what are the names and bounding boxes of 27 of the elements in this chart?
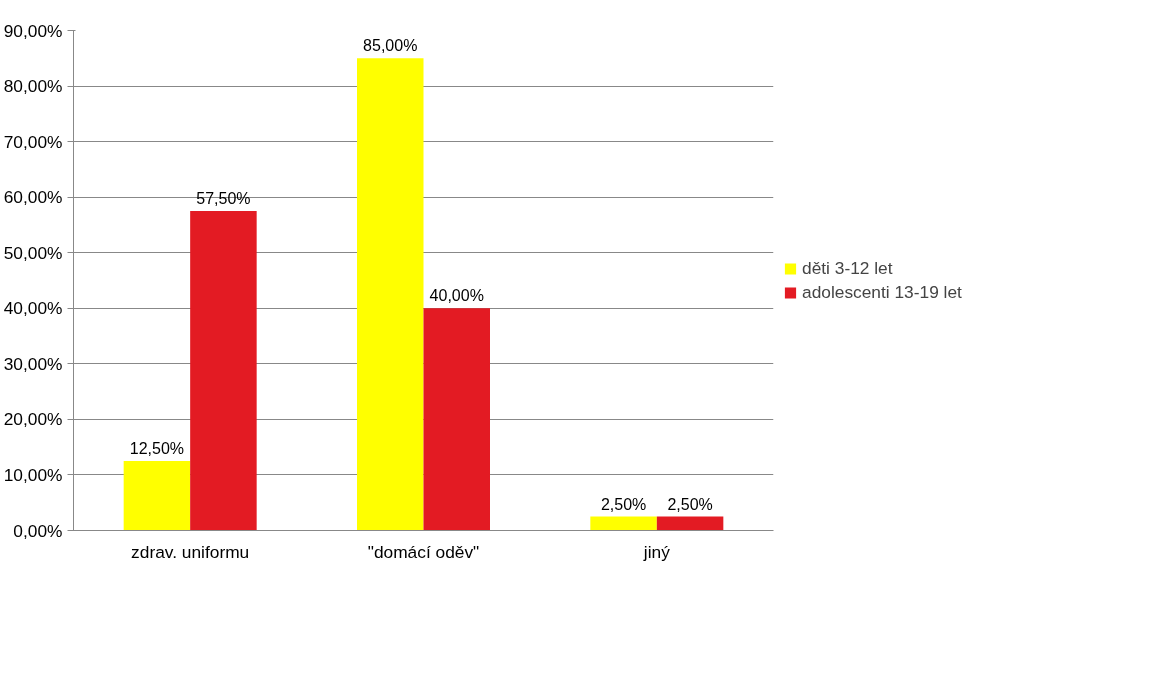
y-tick-label: 50,00% [3,242,63,263]
y-tick-label: 30,00% [3,353,63,374]
data-label: 40,00% [429,287,484,305]
y-tick-label: 60,00% [3,187,63,208]
y-tick-label: 80,00% [3,76,63,97]
y-tick-label: 90,00% [3,20,63,41]
data-label: 12,50% [129,440,185,458]
y-tick-label: 0,00% [13,520,63,541]
x-tick-label: zdrav. uniformu [131,541,250,562]
x-tick-label: "domácí oděv" [367,541,480,562]
data-label: 2,50% [667,495,713,513]
bar [590,516,657,531]
data-label: 85,00% [363,37,418,55]
bar [656,516,724,531]
bar [423,308,490,531]
bar [357,58,424,531]
y-tick-label: 70,00% [3,131,63,152]
y-tick-label: 20,00% [3,409,63,430]
y-tick-label: 10,00% [3,464,63,485]
bar [123,461,191,531]
data-label: 2,50% [600,495,647,513]
data-label: 57,50% [196,190,251,208]
bar [190,211,257,531]
legend-label: adolescenti 13-19 let [802,281,962,303]
x-tick-label: jiný [642,541,671,562]
legend-label: děti 3-12 let [802,257,893,279]
y-tick-label: 40,00% [3,298,63,319]
